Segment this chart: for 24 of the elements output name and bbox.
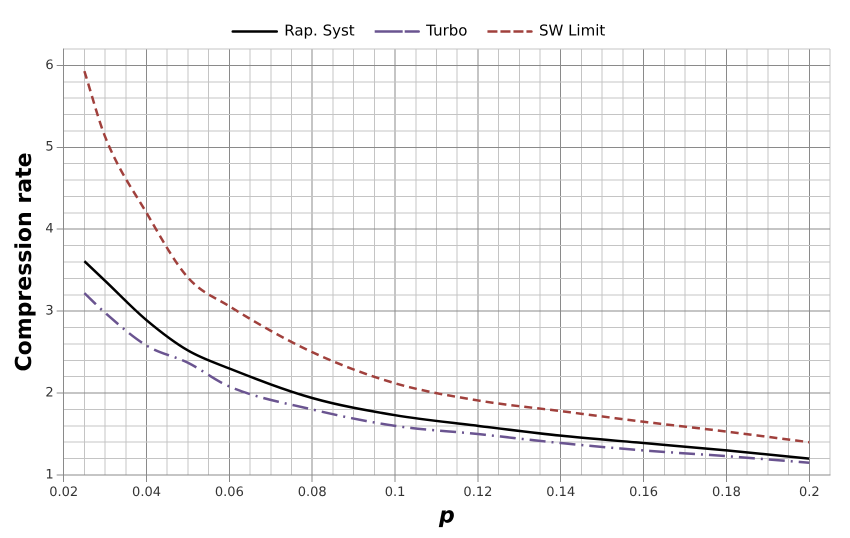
line-series — [83, 292, 811, 464]
x-tick-label: 0.2 — [798, 485, 820, 500]
x-tick-label: 0.08 — [298, 485, 327, 500]
y-tick-label: 5 — [45, 140, 54, 155]
y-tick-label: 4 — [45, 222, 54, 237]
line-series — [83, 260, 811, 460]
x-tick-label: 0.12 — [463, 485, 492, 500]
y-tick-label: 3 — [45, 304, 54, 319]
legend-label: Turbo — [425, 21, 468, 40]
legend-label: SW Limit — [538, 21, 606, 40]
x-tick-label: 0.18 — [712, 485, 741, 500]
y-tick-label: 1 — [45, 467, 54, 482]
y-tick-label: 6 — [45, 58, 54, 73]
x-tick-label: 0.1 — [384, 485, 406, 500]
x-tick-label: 0.16 — [629, 485, 658, 500]
y-axis-title: Compression rate — [12, 152, 37, 372]
x-tick-label: 0.04 — [132, 485, 161, 500]
line-series — [83, 70, 811, 444]
x-axis-title: p — [438, 504, 455, 529]
y-tick-label: 2 — [45, 385, 54, 400]
legend-label: Rap. Syst — [284, 21, 355, 40]
x-tick-label: 0.14 — [546, 485, 576, 500]
x-tick-label: 0.06 — [214, 485, 244, 500]
x-tick-label: 0.02 — [49, 485, 78, 500]
